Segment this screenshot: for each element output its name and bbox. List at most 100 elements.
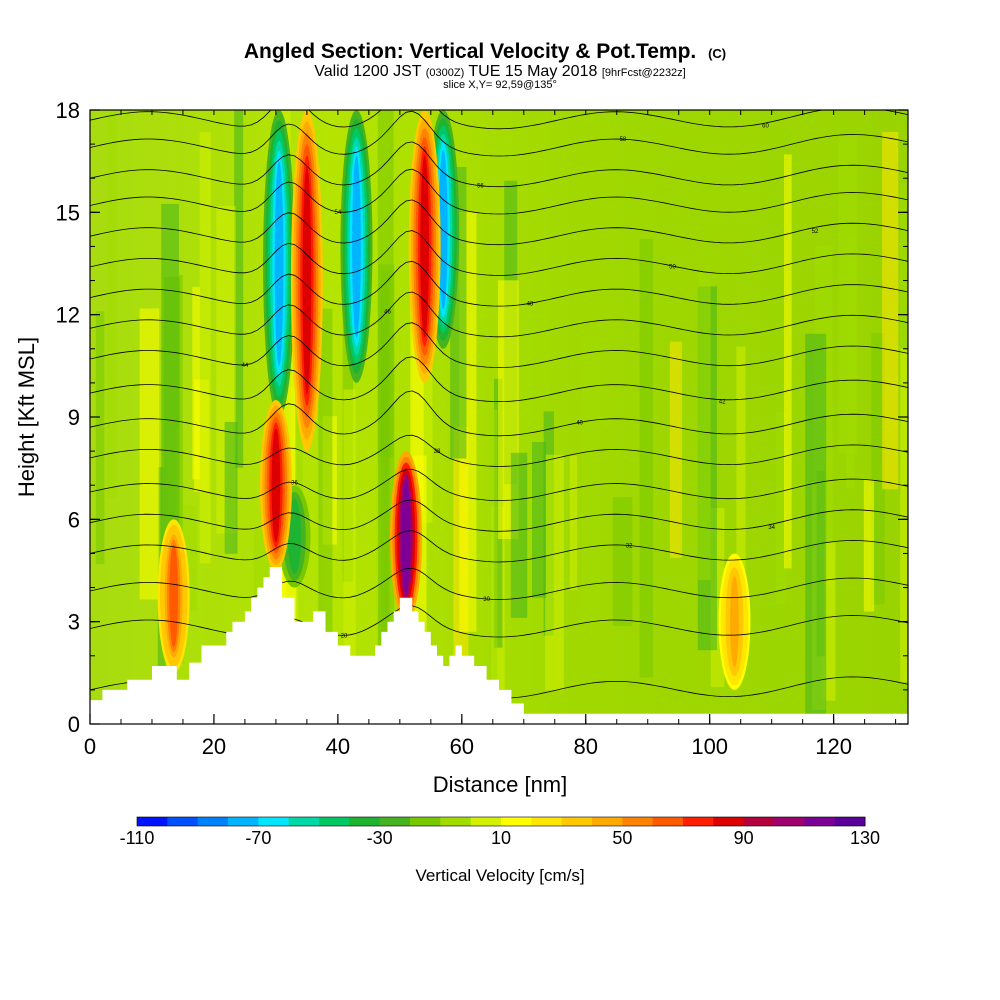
colorbar-swatch: [470, 817, 502, 826]
y-tick-label: 0: [68, 712, 80, 737]
colorbar-swatch: [501, 817, 532, 826]
x-tick-label: 0: [84, 734, 96, 759]
texture-band: [532, 441, 547, 598]
theta-contour-line: [90, 110, 908, 130]
texture-band: [736, 346, 746, 649]
colorbar-tick-label: -70: [245, 828, 271, 848]
x-axis-label: Distance [nm]: [433, 772, 568, 797]
theta-contour-line: [90, 168, 908, 215]
colorbar-tick-label: 130: [850, 828, 880, 848]
texture-band: [343, 389, 356, 707]
texture-band: [783, 154, 792, 569]
downdraft-core: [352, 155, 361, 338]
texture-band: [224, 421, 238, 554]
theta-contour-label: 34: [768, 525, 775, 531]
downdraft-core: [274, 161, 284, 366]
y-tick-label: 6: [68, 507, 80, 532]
theta-contour-line: [90, 468, 908, 502]
colorbar-swatch: [167, 817, 199, 826]
theta-contour-label: 58: [620, 137, 627, 143]
x-tick-label: 40: [326, 734, 350, 759]
texture-band: [697, 269, 711, 581]
theta-contour-label: 36: [291, 481, 298, 487]
colorbar-swatch: [531, 817, 563, 826]
x-tick-label: 120: [815, 734, 852, 759]
colorbar-swatch: [622, 817, 654, 826]
texture-band: [234, 110, 244, 468]
downdraft-core: [438, 149, 448, 309]
texture-band: [871, 332, 885, 605]
texture-band: [900, 348, 908, 682]
texture-band: [639, 238, 654, 678]
texture-band: [846, 235, 855, 489]
colorbar-swatch: [440, 817, 472, 826]
theta-contour-line: [90, 390, 908, 437]
theta-contour-label: 48: [527, 301, 534, 307]
x-tick-label: 80: [574, 734, 598, 759]
theta-contour-line: [90, 199, 908, 246]
updraft-core: [401, 479, 411, 594]
colorbar-tick-label: 90: [734, 828, 754, 848]
colorbar-tick-label: -30: [367, 828, 393, 848]
y-tick-label: 9: [68, 405, 80, 430]
colorbar-label: Vertical Velocity [cm/s]: [415, 866, 584, 885]
colorbar-tick-label: 50: [612, 828, 632, 848]
downdraft-core: [290, 502, 299, 571]
colorbar-swatch: [592, 817, 623, 826]
chart-subtitle-valid: Valid 1200 JST (0300Z) TUE 15 May 2018 […: [314, 63, 686, 80]
theta-contour-label: 42: [719, 399, 726, 405]
theta-contour-label: 40: [576, 420, 583, 426]
colorbar-swatch: [774, 817, 805, 826]
colorbar-swatch: [834, 817, 866, 826]
colorbar: -110 -70 -30 10 50 90 130: [120, 816, 880, 848]
colorbar-swatch: [349, 817, 381, 826]
texture-band: [199, 132, 211, 564]
velocity-texture: [95, 110, 908, 724]
y-axis-label: Height [Kft MSL]: [14, 337, 39, 497]
colorbar-swatch: [379, 817, 411, 826]
theta-contour-label: 30: [483, 597, 490, 603]
theta-contour-line: [90, 530, 908, 563]
colorbar-swatch: [652, 817, 684, 826]
updraft-core: [302, 166, 312, 395]
plot-area: 262830323436384042444648505254565860: [90, 110, 908, 724]
colorbar-swatch: [743, 817, 775, 826]
colorbar-swatch: [561, 817, 593, 826]
texture-band: [900, 183, 908, 486]
theta-contour-line: [90, 141, 908, 188]
colorbar-swatch: [319, 817, 350, 826]
theta-contour-label: 60: [762, 124, 769, 130]
texture-band: [107, 110, 117, 498]
terrain-mask: [90, 567, 908, 724]
colorbar-swatch: [228, 817, 259, 826]
texture-band: [545, 454, 564, 691]
theta-contour-line: [90, 434, 908, 467]
texture-band: [318, 308, 333, 661]
texture-band: [510, 452, 528, 618]
colorbar-swatch: [410, 817, 441, 826]
updraft-core: [420, 155, 429, 338]
theta-contour-line: [90, 291, 908, 338]
theta-contour-line: [90, 110, 908, 157]
texture-band: [581, 334, 601, 622]
texture-band: [612, 497, 633, 626]
colorbar-swatch: [683, 817, 714, 826]
colorbar-swatch: [713, 817, 745, 826]
theta-contour-label: 52: [812, 229, 819, 235]
theta-contour-label: 44: [242, 363, 249, 369]
texture-band: [669, 341, 682, 558]
colorbar-swatch: [197, 817, 229, 826]
texture-band: [882, 131, 899, 490]
y-tick-label: 12: [56, 303, 80, 328]
texture-band: [95, 311, 105, 565]
colorbar-tick-label: -110: [120, 828, 155, 848]
colorbar-swatch: [804, 817, 836, 826]
theta-contour-line: [90, 230, 908, 276]
chart-title: Angled Section: Vertical Velocity & Pot.…: [244, 40, 726, 63]
y-tick-label: 15: [56, 200, 80, 225]
updraft-core: [271, 428, 281, 543]
theta-contour-line: [90, 322, 908, 368]
theta-contour-label: 38: [434, 449, 441, 455]
